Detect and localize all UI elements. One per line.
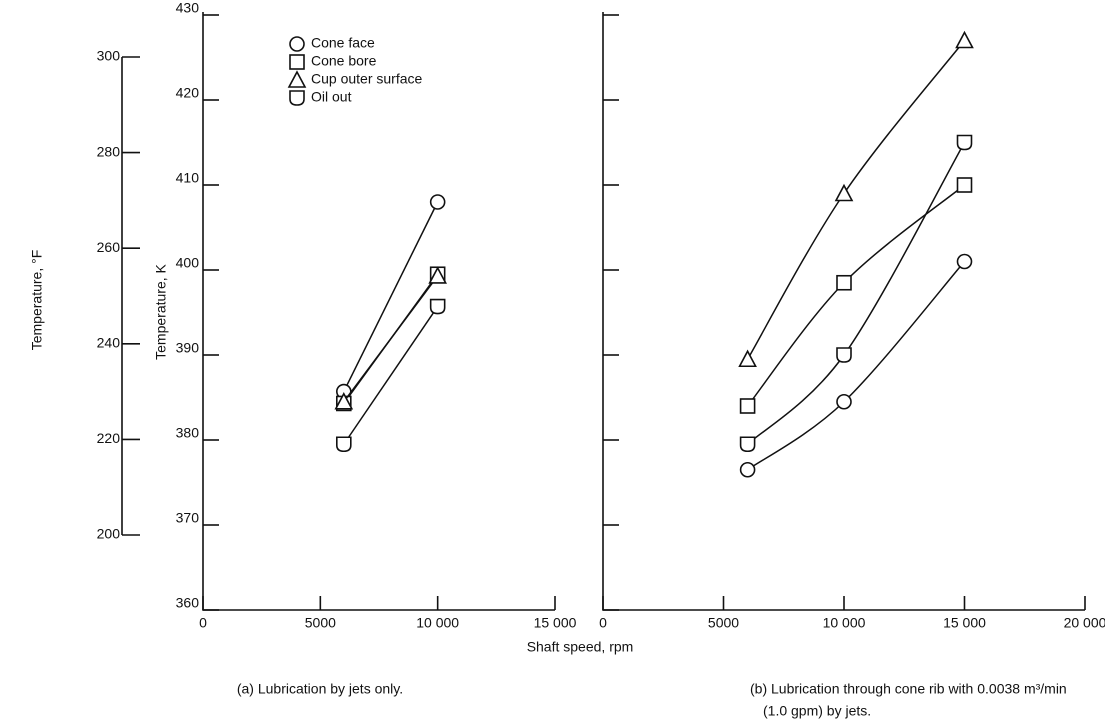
legend-marker — [287, 70, 307, 88]
legend-marker — [289, 36, 305, 52]
marker — [428, 266, 448, 284]
y-tick-label: 410 — [176, 170, 200, 186]
marker — [955, 30, 974, 49]
x-tick-label: 15 000 — [534, 615, 577, 631]
caption: (b) Lubrication through cone rib with 0.… — [750, 681, 1067, 697]
curve — [747, 184, 965, 407]
axis-line — [202, 12, 555, 611]
marker — [836, 347, 852, 363]
marker — [738, 349, 757, 368]
y2-tick-label: 200 — [97, 526, 121, 542]
marker — [334, 392, 354, 410]
curve — [746, 40, 966, 360]
y2-tick-label: 240 — [97, 335, 121, 351]
y2-tick-label: 220 — [97, 430, 121, 446]
legend-label: Oil out — [311, 89, 352, 105]
curve — [747, 142, 966, 445]
y2-axis-title: Temperature, °F — [29, 250, 45, 351]
x-tick-label: 0 — [599, 615, 607, 631]
legend-label: Cone face — [311, 35, 375, 51]
y2-tick-label: 300 — [97, 48, 121, 64]
curve — [747, 261, 966, 471]
caption: (1.0 gpm) by jets. — [763, 703, 871, 719]
axis-line — [602, 12, 1085, 611]
legend-marker — [289, 54, 305, 70]
curve — [343, 275, 439, 403]
curve — [343, 201, 439, 392]
y-tick-label: 390 — [176, 340, 200, 356]
marker — [429, 194, 446, 210]
y-tick-label: 380 — [176, 425, 200, 441]
marker — [956, 134, 973, 151]
x-tick-label: 10 000 — [416, 615, 459, 631]
marker — [739, 436, 756, 453]
y-tick-label: 430 — [176, 0, 200, 16]
marker — [956, 177, 973, 193]
y-axis-title: Temperature, K — [153, 263, 169, 359]
x-tick-label: 20 000 — [1064, 615, 1105, 631]
y2-tick-label: 260 — [97, 239, 121, 255]
legend-marker — [289, 90, 305, 106]
caption: (a) Lubrication by jets only. — [237, 681, 403, 697]
y-tick-label: 420 — [176, 85, 200, 101]
marker — [739, 461, 756, 478]
x-tick-label: 5000 — [708, 615, 739, 631]
legend-label: Cup outer surface — [311, 71, 422, 87]
marker — [956, 253, 973, 270]
curve — [343, 306, 439, 445]
y-tick-label: 370 — [176, 510, 200, 526]
marker — [429, 298, 446, 315]
legend-label: Cone bore — [311, 53, 377, 69]
x-tick-label: 10 000 — [823, 615, 866, 631]
marker — [836, 274, 852, 291]
marker — [834, 183, 854, 202]
y-tick-label: 400 — [176, 255, 200, 271]
y-tick-label: 360 — [176, 595, 200, 611]
marker — [336, 436, 352, 453]
marker — [739, 398, 756, 414]
x-tick-label: 5000 — [305, 615, 336, 631]
x-axis-title: Shaft speed, rpm — [527, 639, 634, 655]
x-tick-label: 15 000 — [943, 615, 986, 631]
x-tick-label: 0 — [199, 615, 207, 631]
marker — [836, 393, 852, 410]
y2-tick-label: 280 — [97, 143, 121, 159]
